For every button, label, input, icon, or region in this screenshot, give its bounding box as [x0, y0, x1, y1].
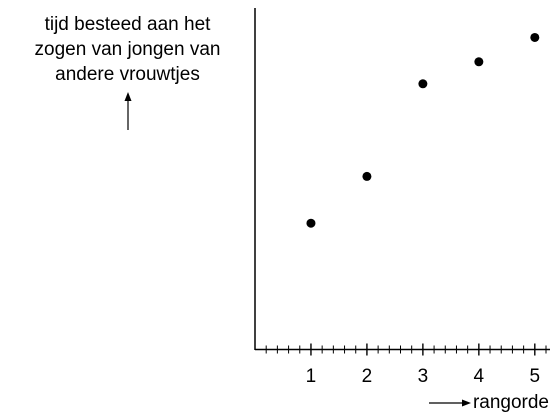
data-points — [306, 32, 540, 228]
x-axis-arrow — [428, 399, 471, 407]
x-tick-label: 4 — [474, 366, 485, 387]
data-point — [530, 32, 540, 42]
y-axis-label-line-1: tijd besteed aan het — [44, 14, 211, 35]
y-axis-label-line-2: zogen van jongen van — [34, 39, 221, 60]
x-tick-label: 1 — [306, 366, 317, 387]
x-axis-label: rangorde — [472, 392, 549, 413]
x-tick-label: 3 — [418, 366, 429, 387]
data-point — [306, 218, 316, 228]
x-axis-label-group: rangorde — [428, 391, 549, 415]
x-tick-label: 2 — [362, 366, 373, 387]
data-point — [362, 171, 372, 181]
y-axis-arrow — [124, 92, 132, 130]
data-point — [474, 57, 484, 67]
y-axis-label: tijd besteed aan het zogen van jongen va… — [0, 12, 255, 87]
x-tick-label: 5 — [530, 366, 541, 387]
x-axis-ticks — [265, 343, 547, 356]
data-point — [418, 79, 428, 89]
y-axis-label-line-3: andere vrouwtjes — [55, 64, 200, 85]
x-axis-tick-labels: 1 2 3 4 5 — [306, 366, 540, 387]
